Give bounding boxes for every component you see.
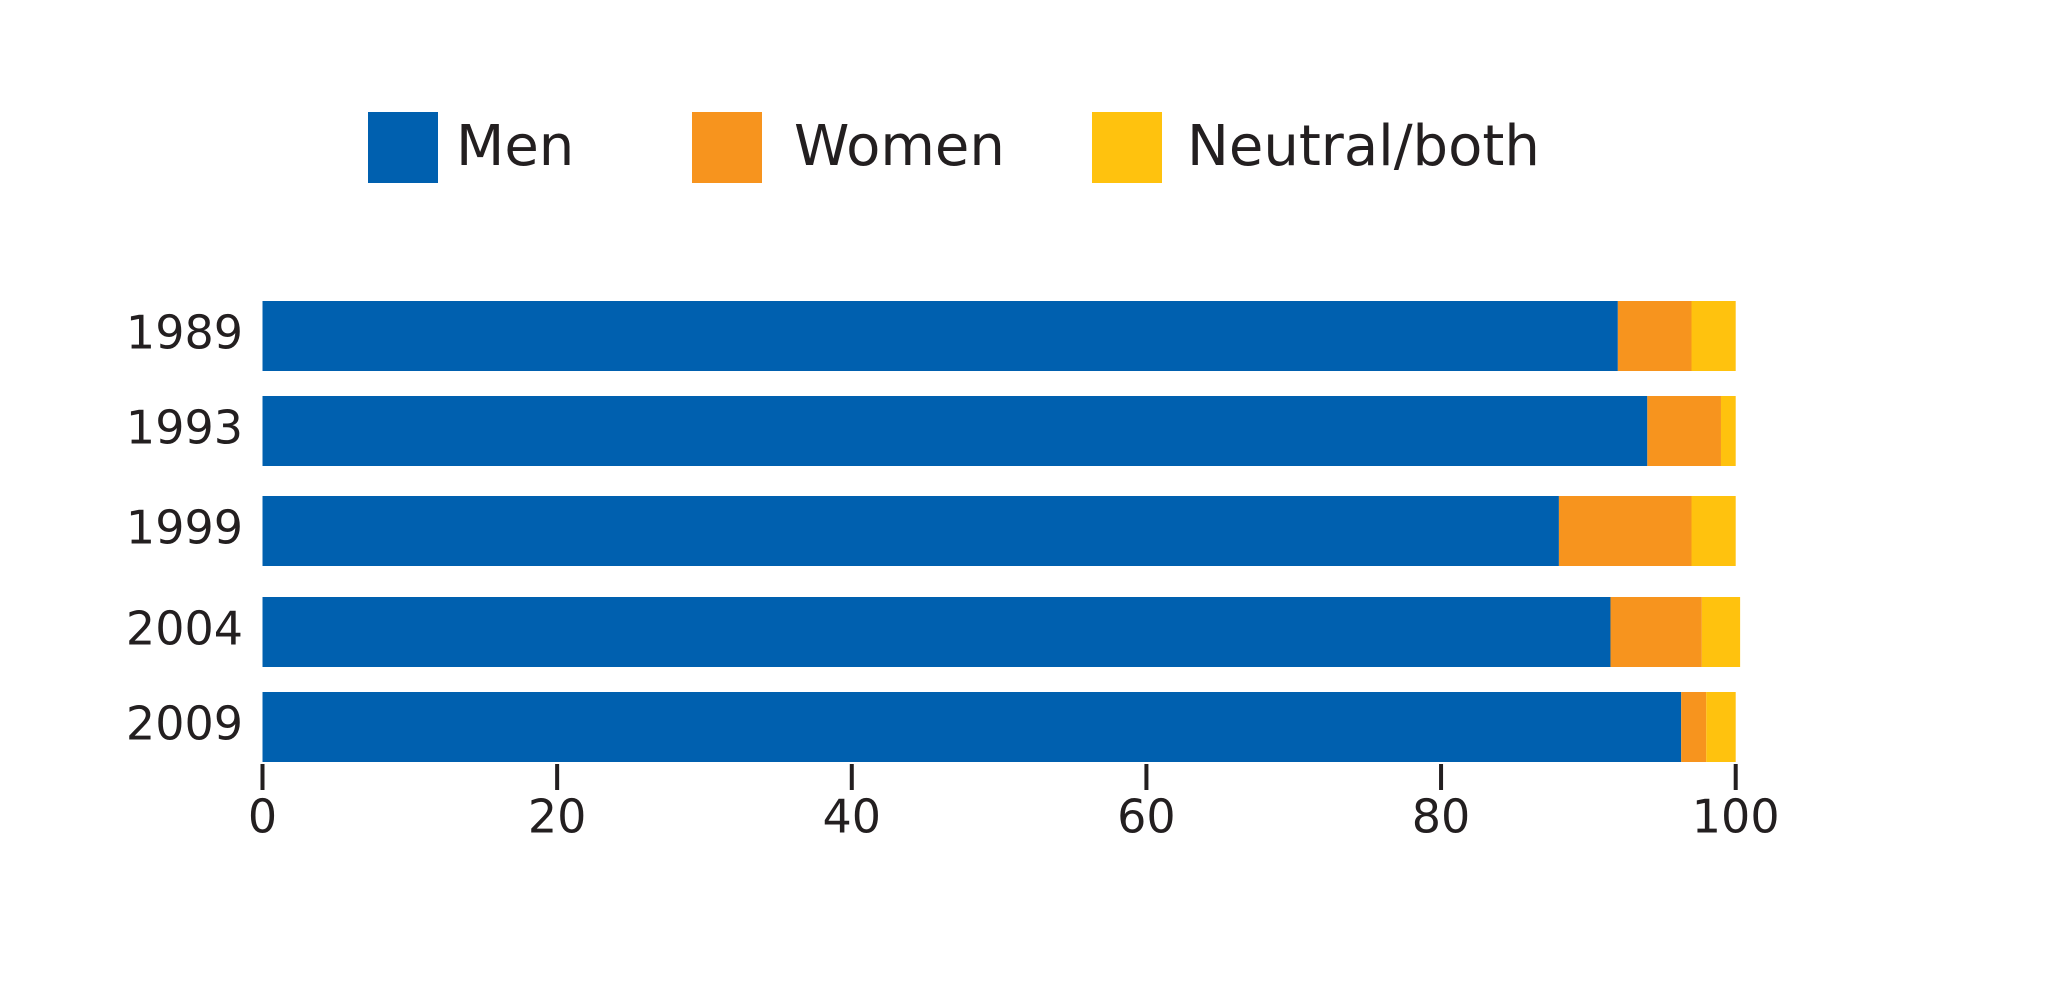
bar-segment xyxy=(1558,496,1692,566)
x-tick-label: 80 xyxy=(1412,790,1471,844)
x-tick-label: 40 xyxy=(823,790,882,844)
bar-segment xyxy=(262,496,1559,566)
y-tick-label: 1989 xyxy=(126,306,243,360)
bar-segment xyxy=(1720,396,1736,466)
bar-segment xyxy=(1691,301,1736,371)
bar-segment xyxy=(1647,396,1721,466)
bar-segment xyxy=(262,692,1682,762)
bar-segment xyxy=(262,301,1618,371)
legend-label: Neutral/both xyxy=(1187,114,1540,179)
bar-segment xyxy=(1681,692,1707,762)
legend-label: Women xyxy=(794,114,1005,179)
bar-segment xyxy=(1706,692,1736,762)
bar-segment xyxy=(262,396,1648,466)
legend-swatch xyxy=(692,112,762,183)
bar-segment xyxy=(1610,597,1702,667)
bar-segment xyxy=(1617,301,1692,371)
legend-swatch xyxy=(368,112,438,183)
y-tick-label: 2004 xyxy=(126,602,243,656)
bar-segment xyxy=(1691,496,1736,566)
y-tick-label: 1999 xyxy=(126,501,243,555)
legend-label: Men xyxy=(456,114,574,179)
x-tick-label: 20 xyxy=(528,790,587,844)
x-tick-label: 0 xyxy=(248,790,277,844)
x-tick-label: 100 xyxy=(1692,790,1780,844)
legend-swatch xyxy=(1092,112,1162,183)
bar-segment xyxy=(262,597,1611,667)
x-tick-label: 60 xyxy=(1117,790,1176,844)
bar-segment xyxy=(1701,597,1741,667)
y-tick-label: 2009 xyxy=(126,697,243,751)
y-tick-label: 1993 xyxy=(126,401,243,455)
